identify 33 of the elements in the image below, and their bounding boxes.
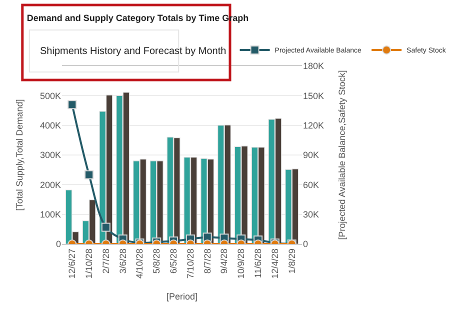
y-axis-title: [Total Supply,Total Demand] bbox=[14, 99, 24, 211]
x-tick-label: 4/10/28 bbox=[134, 248, 145, 279]
y2-tick-label: 0 bbox=[303, 239, 308, 250]
y-tick-label: 300K bbox=[40, 150, 61, 160]
x-tick-label: 11/6/28 bbox=[252, 248, 263, 278]
y2-axis-title: [Projected Available Balance,Safety Stock] bbox=[336, 70, 347, 240]
point bbox=[84, 170, 94, 180]
y-tick-label: 200K bbox=[40, 180, 61, 190]
y-tick-label: 400K bbox=[40, 120, 61, 130]
y2-tick-label: 30K bbox=[303, 209, 320, 220]
x-tick-label: 1/10/28 bbox=[84, 248, 94, 279]
y2-tick-label: 150K bbox=[303, 90, 324, 101]
y2-tick-label: 180K bbox=[303, 61, 324, 72]
x-tick-label: 7/10/28 bbox=[185, 248, 196, 279]
x-tick-label: 5/8/28 bbox=[152, 248, 162, 274]
x-tick-label: 9/4/28 bbox=[219, 248, 230, 274]
x-tick-label: 3/6/28 bbox=[118, 248, 128, 274]
point bbox=[68, 100, 77, 110]
y2-tick-label: 120K bbox=[303, 120, 324, 130]
text: Shipments History and Forecast by Month bbox=[40, 46, 226, 57]
x-axis-title: [Period] bbox=[166, 291, 198, 302]
x-tick-label: 12/4/28 bbox=[270, 248, 280, 279]
y-tick-label: 100K bbox=[40, 209, 61, 220]
x-tick-label: 8/7/28 bbox=[202, 248, 212, 274]
y2-tick-label: 90K bbox=[303, 150, 320, 160]
x-tick-label: 12/6/27 bbox=[67, 248, 78, 279]
x-tick-label: 1/8/29 bbox=[286, 248, 297, 274]
x-tick-label: 10/9/28 bbox=[236, 248, 246, 279]
y2-tick-label: 60K bbox=[303, 180, 320, 190]
y-tick-label: 0 bbox=[56, 239, 61, 250]
y-tick-label: 500K bbox=[40, 90, 61, 101]
x-tick-label: 2/7/28 bbox=[100, 248, 111, 274]
x-tick-label: 6/5/28 bbox=[168, 248, 178, 274]
